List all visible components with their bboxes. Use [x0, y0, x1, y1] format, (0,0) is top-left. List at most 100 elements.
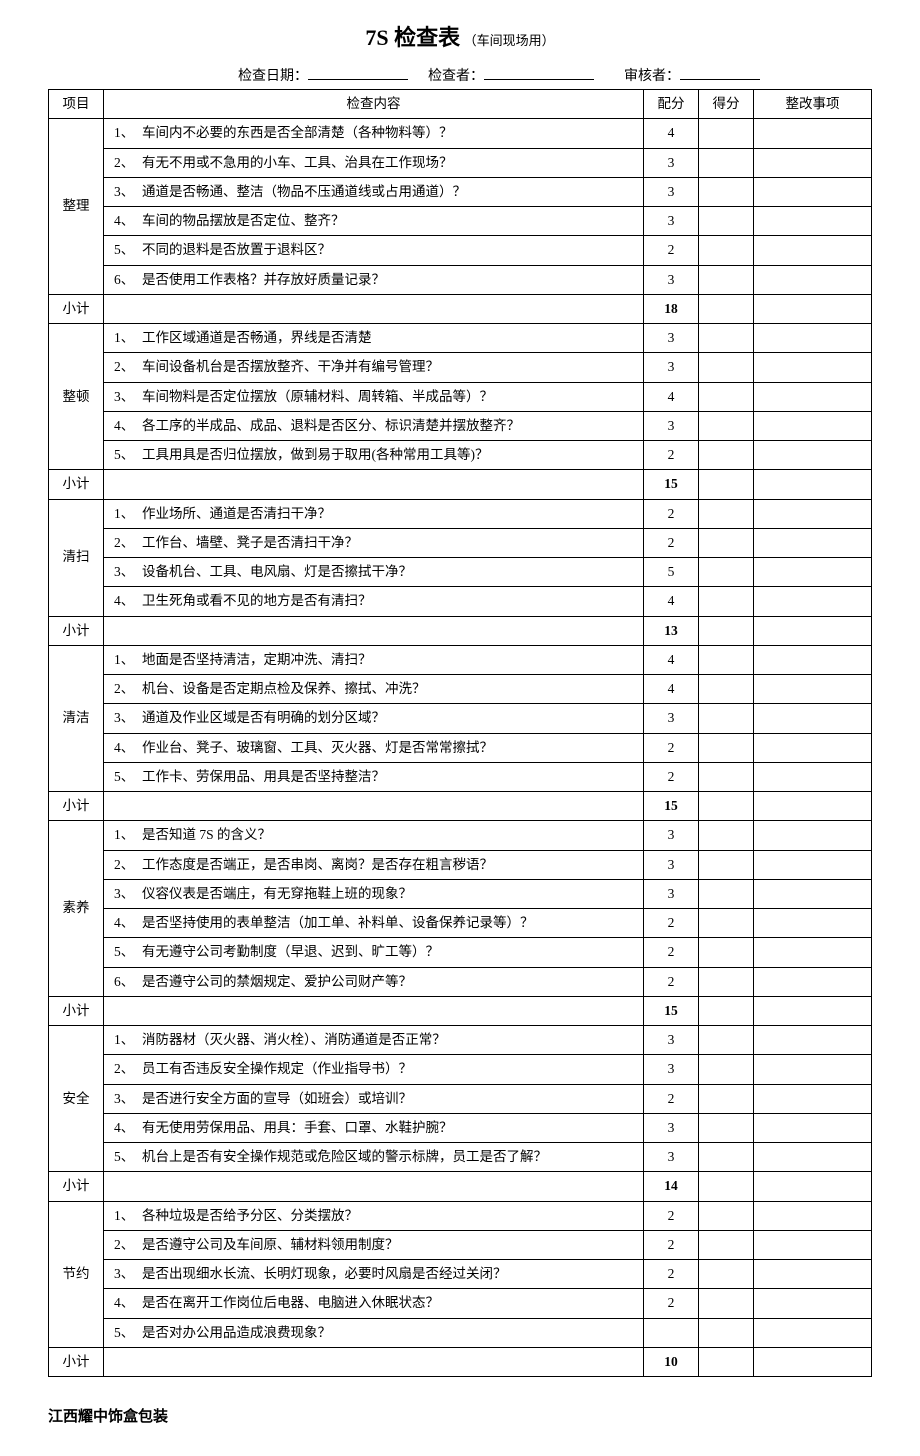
score-cell: 2	[644, 1289, 699, 1318]
fix-cell[interactable]	[754, 645, 872, 674]
got-cell[interactable]	[699, 938, 754, 967]
got-cell[interactable]	[699, 645, 754, 674]
fix-cell[interactable]	[754, 967, 872, 996]
got-cell[interactable]	[699, 265, 754, 294]
subtotal-got[interactable]	[699, 996, 754, 1025]
fix-cell[interactable]	[754, 1289, 872, 1318]
fix-cell[interactable]	[754, 1201, 872, 1230]
meta-date-value[interactable]	[308, 62, 408, 80]
subtotal-fix[interactable]	[754, 294, 872, 323]
score-cell: 2	[644, 967, 699, 996]
fix-cell[interactable]	[754, 1143, 872, 1172]
got-cell[interactable]	[699, 821, 754, 850]
fix-cell[interactable]	[754, 850, 872, 879]
fix-cell[interactable]	[754, 119, 872, 148]
fix-cell[interactable]	[754, 1318, 872, 1347]
fix-cell[interactable]	[754, 499, 872, 528]
fix-cell[interactable]	[754, 382, 872, 411]
fix-cell[interactable]	[754, 236, 872, 265]
item-number: 3、	[114, 884, 142, 904]
got-cell[interactable]	[699, 1113, 754, 1142]
got-cell[interactable]	[699, 558, 754, 587]
got-cell[interactable]	[699, 1260, 754, 1289]
fix-cell[interactable]	[754, 1055, 872, 1084]
subtotal-fix[interactable]	[754, 616, 872, 645]
fix-cell[interactable]	[754, 1026, 872, 1055]
subtotal-got[interactable]	[699, 792, 754, 821]
fix-cell[interactable]	[754, 177, 872, 206]
subtotal-got[interactable]	[699, 1172, 754, 1201]
item-text: 有无使用劳保用品、用具：手套、口罩、水鞋护腕？	[142, 1120, 453, 1135]
got-cell[interactable]	[699, 1084, 754, 1113]
fix-cell[interactable]	[754, 762, 872, 791]
got-cell[interactable]	[699, 967, 754, 996]
subtotal-fix[interactable]	[754, 470, 872, 499]
got-cell[interactable]	[699, 441, 754, 470]
got-cell[interactable]	[699, 909, 754, 938]
fix-cell[interactable]	[754, 265, 872, 294]
got-cell[interactable]	[699, 762, 754, 791]
got-cell[interactable]	[699, 119, 754, 148]
fix-cell[interactable]	[754, 733, 872, 762]
got-cell[interactable]	[699, 1289, 754, 1318]
meta-reviewer-value[interactable]	[680, 62, 760, 80]
got-cell[interactable]	[699, 236, 754, 265]
subtotal-fix[interactable]	[754, 1347, 872, 1376]
fix-cell[interactable]	[754, 1084, 872, 1113]
table-row: 4、车间的物品摆放是否定位、整齐？3	[49, 207, 872, 236]
fix-cell[interactable]	[754, 1230, 872, 1259]
got-cell[interactable]	[699, 850, 754, 879]
got-cell[interactable]	[699, 1026, 754, 1055]
table-row: 5、工具用具是否归位摆放，做到易于取用(各种常用工具等)？2	[49, 441, 872, 470]
got-cell[interactable]	[699, 733, 754, 762]
fix-cell[interactable]	[754, 148, 872, 177]
score-cell: 2	[644, 1260, 699, 1289]
got-cell[interactable]	[699, 1143, 754, 1172]
subtotal-got[interactable]	[699, 616, 754, 645]
got-cell[interactable]	[699, 1230, 754, 1259]
got-cell[interactable]	[699, 1055, 754, 1084]
subtotal-got[interactable]	[699, 470, 754, 499]
fix-cell[interactable]	[754, 1113, 872, 1142]
got-cell[interactable]	[699, 1201, 754, 1230]
fix-cell[interactable]	[754, 587, 872, 616]
title-sub: （车间现场用）	[464, 33, 555, 48]
subtotal-got[interactable]	[699, 1347, 754, 1376]
fix-cell[interactable]	[754, 441, 872, 470]
got-cell[interactable]	[699, 587, 754, 616]
fix-cell[interactable]	[754, 938, 872, 967]
subtotal-got[interactable]	[699, 294, 754, 323]
fix-cell[interactable]	[754, 821, 872, 850]
got-cell[interactable]	[699, 879, 754, 908]
fix-cell[interactable]	[754, 207, 872, 236]
fix-cell[interactable]	[754, 324, 872, 353]
fix-cell[interactable]	[754, 704, 872, 733]
fix-cell[interactable]	[754, 909, 872, 938]
content-cell: 5、不同的退料是否放置于退料区？	[104, 236, 644, 265]
got-cell[interactable]	[699, 499, 754, 528]
got-cell[interactable]	[699, 177, 754, 206]
got-cell[interactable]	[699, 148, 754, 177]
fix-cell[interactable]	[754, 411, 872, 440]
meta-inspector-value[interactable]	[484, 62, 594, 80]
got-cell[interactable]	[699, 382, 754, 411]
got-cell[interactable]	[699, 353, 754, 382]
subtotal-fix[interactable]	[754, 792, 872, 821]
got-cell[interactable]	[699, 675, 754, 704]
subtotal-fix[interactable]	[754, 1172, 872, 1201]
fix-cell[interactable]	[754, 558, 872, 587]
fix-cell[interactable]	[754, 1260, 872, 1289]
got-cell[interactable]	[699, 324, 754, 353]
score-cell: 4	[644, 587, 699, 616]
item-text: 通道是否畅通、整洁（物品不压通道线或占用通道）？	[142, 184, 466, 199]
fix-cell[interactable]	[754, 879, 872, 908]
fix-cell[interactable]	[754, 675, 872, 704]
got-cell[interactable]	[699, 411, 754, 440]
got-cell[interactable]	[699, 704, 754, 733]
got-cell[interactable]	[699, 528, 754, 557]
subtotal-fix[interactable]	[754, 996, 872, 1025]
got-cell[interactable]	[699, 1318, 754, 1347]
got-cell[interactable]	[699, 207, 754, 236]
fix-cell[interactable]	[754, 353, 872, 382]
fix-cell[interactable]	[754, 528, 872, 557]
